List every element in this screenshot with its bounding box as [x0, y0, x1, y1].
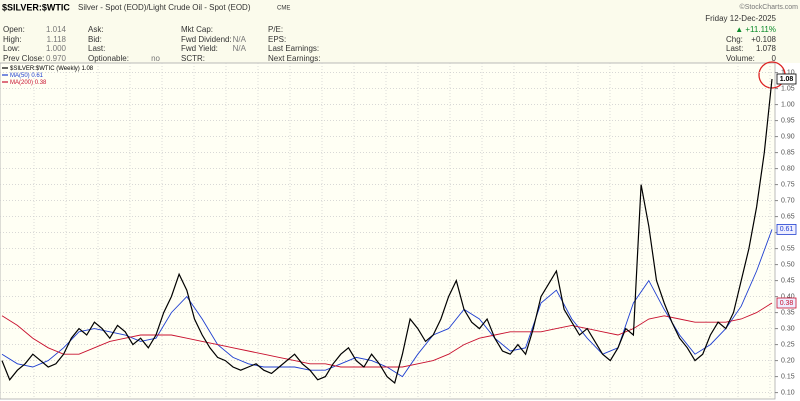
quote-value: 1.000 — [46, 44, 67, 53]
watermark: ©StockCharts.com — [740, 3, 799, 11]
y-tick-label: 0.85 — [781, 149, 795, 156]
axis-tag — [776, 297, 797, 309]
legend-entry: MA(200) 0.38 — [10, 80, 47, 86]
y-tick-label: 1.10 — [781, 69, 795, 76]
quote-value: 1.078 — [756, 44, 777, 53]
quote-label: High: — [3, 35, 22, 44]
quote-label: Last: — [88, 44, 105, 53]
quote-value: N/A — [233, 35, 247, 44]
quote-label: Next Earnings: — [268, 54, 320, 63]
exchange: CME — [277, 6, 290, 12]
y-tick-label: 0.20 — [781, 357, 795, 364]
y-tick-label: 1.05 — [781, 85, 795, 92]
y-tick-label: 0.15 — [781, 373, 795, 380]
price-line — [1, 78, 773, 385]
quote-label: Last Earnings: — [268, 44, 319, 53]
quote-value: no — [151, 54, 160, 63]
legend-name: MA(50) — [10, 73, 30, 79]
legend-name: $SILVER:$WTIC (Weekly) — [10, 66, 80, 72]
date: Friday 12-Dec-2025 — [705, 14, 776, 23]
quote-label: Open: — [3, 25, 25, 34]
quote-label: Chg: — [726, 35, 743, 44]
quote-label: P/E: — [268, 25, 283, 34]
change-pct: ▲ +11.11% — [735, 25, 776, 34]
y-tick-label: 1.00 — [781, 101, 795, 108]
y-tick-label: 0.50 — [781, 261, 795, 268]
quote-label: EPS: — [268, 35, 286, 44]
quote-label: Mkt Cap: — [181, 25, 213, 34]
legend-name: MA(200) — [10, 80, 33, 86]
y-tick-label: 0.40 — [781, 293, 795, 300]
legend-entry: MA(50) 0.61 — [10, 73, 44, 79]
quote-label: Volume: — [726, 54, 755, 63]
quote-label: Fwd Dividend: — [181, 35, 232, 44]
symbol: $SILVER:$WTIC — [2, 2, 70, 12]
header-bg — [0, 0, 800, 63]
axis-tag-label: 0.61 — [780, 226, 794, 233]
y-tick-label: 0.80 — [781, 165, 795, 172]
y-tick-label: 0.45 — [781, 277, 795, 284]
quote-label: Bid: — [88, 35, 102, 44]
y-tick-label: 0.70 — [781, 197, 795, 204]
y-tick-label: 0.10 — [781, 389, 795, 396]
y-tick-label: 0.25 — [781, 341, 795, 348]
y-tick-label: 0.65 — [781, 213, 795, 220]
y-tick-label: 0.55 — [781, 245, 795, 252]
quote-value: 0.970 — [46, 54, 67, 63]
description: Silver - Spot (EOD)/Light Crude Oil - Sp… — [78, 3, 251, 12]
quote-label: Prev Close: — [3, 54, 44, 63]
quote-value: N/A — [233, 44, 247, 53]
quote-label: Last: — [726, 44, 743, 53]
y-tick-label: 0.35 — [781, 309, 795, 316]
y-tick-label: 0.95 — [781, 117, 795, 124]
y-tick-label: 0.90 — [781, 133, 795, 140]
quote-value: +0.108 — [751, 35, 776, 44]
quote-value: 1.014 — [46, 25, 67, 34]
quote-value: 1.118 — [47, 35, 67, 44]
y-tick-label: 0.30 — [781, 325, 795, 332]
axis-tag-label: 1.08 — [780, 76, 794, 83]
ma-line — [1, 302, 773, 368]
legend-value: 0.61 — [31, 73, 43, 79]
quote-label: Low: — [3, 44, 20, 53]
axis-tag — [776, 223, 797, 235]
quote-label: Fwd Yield: — [181, 44, 218, 53]
quote-value: 0 — [772, 54, 777, 63]
plot-area — [0, 62, 776, 400]
quote-label: SCTR: — [181, 54, 205, 63]
legend-value: 0.38 — [35, 80, 47, 86]
quote-label: Optionable: — [88, 54, 129, 63]
legend-entry: $SILVER:$WTIC (Weekly) 1.08 — [10, 66, 94, 72]
quote-label: Ask: — [88, 25, 104, 34]
y-tick-label: 0.75 — [781, 181, 795, 188]
axis-tag — [776, 73, 797, 85]
axis-tag-label: 0.38 — [780, 300, 794, 307]
legend-value: 1.08 — [81, 66, 93, 72]
